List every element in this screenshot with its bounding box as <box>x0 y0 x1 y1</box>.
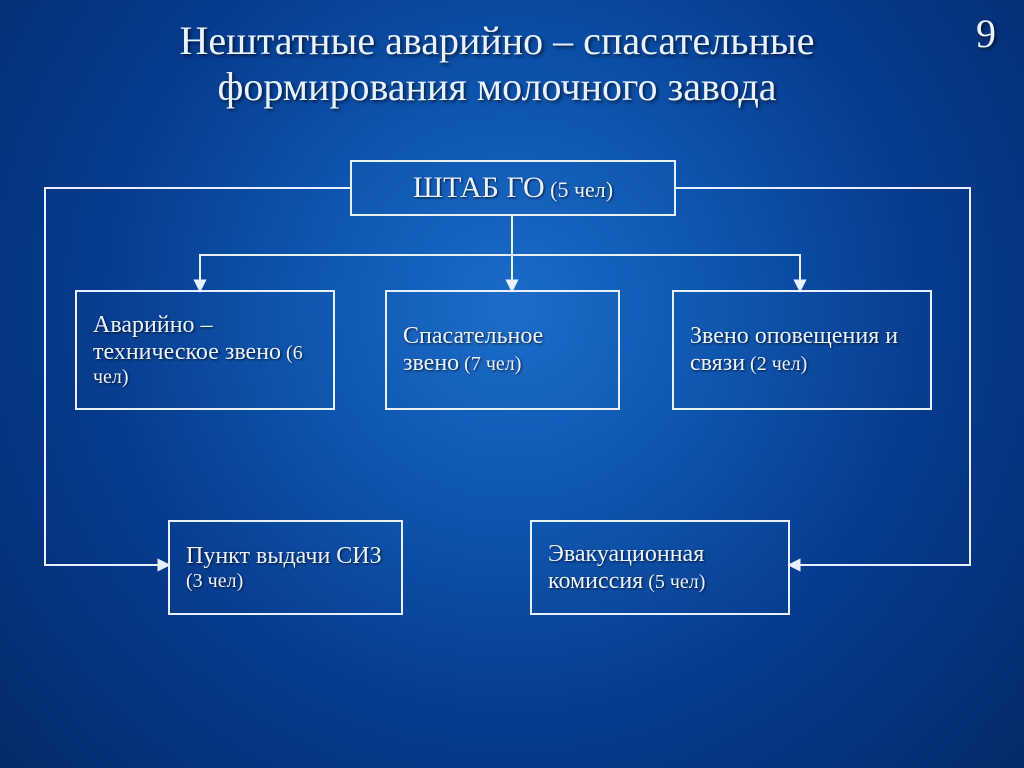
node-hq-label: ШТАБ ГО <box>413 171 545 204</box>
node-comm-count: (2 чел) <box>745 353 807 375</box>
node-rescue: Спасательное звено (7 чел) <box>385 290 620 410</box>
node-hq-count: (5 чел) <box>545 177 613 202</box>
edge <box>512 216 800 290</box>
node-evac: Эвакуационная комиссия (5 чел) <box>530 520 790 615</box>
edge <box>200 216 512 290</box>
node-tech: Аварийно – техническое звено (6 чел) <box>75 290 335 410</box>
node-hq: ШТАБ ГО (5 чел) <box>350 160 676 216</box>
node-rescue-count: (7 чел) <box>459 353 521 375</box>
page-number: 9 <box>976 10 996 57</box>
node-comm: Звено оповещения и связи (2 чел) <box>672 290 932 410</box>
node-siz: Пункт выдачи СИЗ (3 чел) <box>168 520 403 615</box>
node-siz-count: (3 чел) <box>186 570 243 592</box>
node-siz-label: Пункт выдачи СИЗ <box>186 543 382 569</box>
slide-title: Нештатные аварийно – спасательные формир… <box>70 18 924 110</box>
node-evac-count: (5 чел) <box>643 571 705 593</box>
node-tech-label: Аварийно – техническое звено <box>93 312 281 365</box>
slide: 9 Нештатные аварийно – спасательные форм… <box>0 0 1024 768</box>
